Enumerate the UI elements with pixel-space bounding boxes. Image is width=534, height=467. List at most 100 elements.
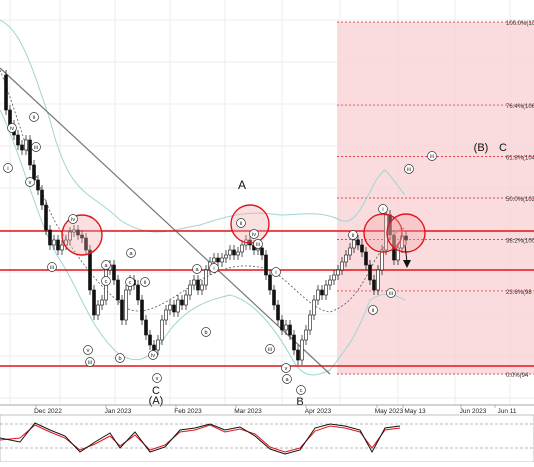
candle-body <box>220 257 224 263</box>
wave-label: c <box>129 280 132 286</box>
wave-label: iii <box>256 242 260 248</box>
candle-body <box>304 329 308 341</box>
highlight-circle-mar <box>230 204 270 244</box>
trendline <box>0 67 331 375</box>
candle-body <box>196 279 200 291</box>
stoch-main-line <box>0 422 401 455</box>
wave-label: a <box>195 267 199 273</box>
wave-label: ii <box>33 115 35 121</box>
wave-circle <box>368 305 378 315</box>
wave-label: c <box>105 279 108 285</box>
candle-body <box>284 324 288 331</box>
wave-label: iii <box>430 154 434 160</box>
candle-body <box>164 309 168 321</box>
wave-label: c <box>300 388 303 394</box>
candle-body <box>148 334 152 346</box>
candle-body <box>184 294 188 306</box>
candle-body <box>344 254 348 263</box>
x-tick-label: May 13 <box>404 408 426 415</box>
candle-body <box>340 261 344 271</box>
wave-circle <box>249 229 259 239</box>
candle-body <box>88 249 92 291</box>
wave-circle <box>427 151 437 161</box>
highlight-circle-may-2 <box>386 213 426 253</box>
wave-circle <box>25 177 35 187</box>
candle-body <box>320 289 324 296</box>
candle-body <box>380 249 384 271</box>
candle-body <box>288 324 292 336</box>
projection-arrow-head <box>403 260 411 268</box>
candle-body <box>44 204 48 231</box>
moving-average <box>0 69 406 313</box>
x-tick-label: Apr 2023 <box>305 408 332 415</box>
candle-body <box>28 139 32 166</box>
fib-label-3: 50.0%(102 <box>506 197 534 203</box>
candle-body <box>136 284 140 301</box>
candle-body <box>176 299 180 313</box>
wave-label: b <box>204 330 207 336</box>
candle-body <box>92 289 96 316</box>
candle-body <box>20 144 24 151</box>
candle-body <box>364 251 368 266</box>
wave-circle <box>140 277 150 287</box>
wave-label: i <box>382 207 383 213</box>
fib-label-5: 23.6%(98 <box>506 290 532 296</box>
candle-body <box>76 229 80 236</box>
wave-circle <box>125 277 135 287</box>
candle-body <box>368 264 372 281</box>
candles <box>4 70 408 365</box>
wave-circle <box>126 248 136 258</box>
candle-body <box>116 279 120 301</box>
candle-body <box>360 244 364 253</box>
candle-body <box>172 304 176 313</box>
candle-body <box>224 254 228 259</box>
candle-body <box>96 304 100 316</box>
wave-label: i <box>7 166 8 172</box>
candle-body <box>332 274 336 281</box>
candle-body <box>356 239 360 246</box>
candle-body <box>72 229 76 233</box>
fib-label-1: 76.4%(106 <box>506 104 534 110</box>
candle-body <box>192 279 196 286</box>
candle-body <box>8 109 12 126</box>
wave-circle <box>115 353 125 363</box>
x-tick-label: Jan 2023 <box>105 408 132 415</box>
wave-label: iii <box>34 145 38 151</box>
candle-body <box>112 264 116 281</box>
candle-body <box>272 289 276 306</box>
x-tick-label: Jun 2023 <box>460 408 487 415</box>
wave-label: i <box>275 270 276 276</box>
wave-label: v <box>29 180 32 186</box>
wave-circle <box>68 214 78 224</box>
wave-label: v <box>87 348 90 354</box>
candle-body <box>52 239 56 246</box>
wave-label: iv <box>71 217 75 223</box>
candle-body <box>324 284 328 296</box>
candle-body <box>68 231 72 241</box>
candle-body <box>200 284 204 291</box>
wave-circle <box>152 373 162 383</box>
candle-body <box>404 235 408 241</box>
candle-body <box>124 289 128 321</box>
wave-label: a <box>104 263 108 269</box>
wave-circle <box>29 112 39 122</box>
wave-label: a <box>285 377 289 383</box>
candle-body <box>84 237 88 251</box>
bollinger-lower <box>0 109 406 376</box>
wave-circle <box>101 260 111 270</box>
fib-label-4: 38.2%(100 <box>506 239 534 245</box>
wave-circle <box>83 345 93 355</box>
wave-circle <box>3 163 13 173</box>
x-tick-label: Jun 11 <box>497 408 516 415</box>
wave-label: a <box>129 251 133 257</box>
candle-body <box>292 334 296 351</box>
wave-circle <box>85 357 95 367</box>
candle-body <box>56 239 60 251</box>
wave-circle <box>236 218 246 228</box>
candle-body <box>16 134 20 146</box>
candle-body <box>156 339 160 351</box>
candle-body <box>236 251 240 256</box>
wave-label: ii <box>144 280 146 286</box>
